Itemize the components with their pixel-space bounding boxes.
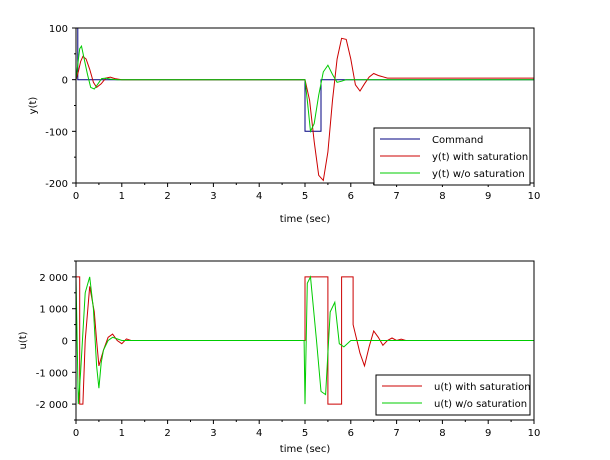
series-line-u-t-with-saturation xyxy=(76,276,534,405)
y-tick-label: 100 xyxy=(49,24,68,35)
x-tick-label: 2 xyxy=(164,191,170,202)
x-tick-label: 4 xyxy=(256,191,262,202)
y-tick-label: 2 000 xyxy=(39,273,68,284)
x-tick-label: 8 xyxy=(439,191,445,202)
y-tick-label: -2 000 xyxy=(36,400,68,411)
y-tick-label: 1 000 xyxy=(39,305,68,316)
y-tick-label: 0 xyxy=(62,76,68,87)
x-axis-label: time (sec) xyxy=(280,214,331,225)
y-plot-panel: 0 1 2 3 4 5 6 7 8 9 10 100 0 -100 -200 time (sec) y(t) Co… xyxy=(28,24,540,225)
y-axis-label: u(t) xyxy=(18,331,29,349)
legend-entry-label: Command xyxy=(432,135,483,146)
x-tick-label: 5 xyxy=(302,428,308,439)
legend-entry-label: u(t) w/o saturation xyxy=(434,399,527,410)
series-line-u-t-w-o-saturation xyxy=(76,275,534,405)
legend-entry-label: y(t) with saturation xyxy=(432,152,528,163)
x-tick-label: 7 xyxy=(393,428,399,439)
u-plot-panel: 0 1 2 3 4 5 6 7 8 9 10 2 000 1 000 0 -1 000 -2 000 time … xyxy=(18,260,541,455)
x-tick-label: 3 xyxy=(210,428,216,439)
legend-entry-label: y(t) w/o saturation xyxy=(432,169,525,180)
legend: u(t) with saturation u(t) w/o saturation xyxy=(375,374,531,416)
x-tick-label: 7 xyxy=(393,191,399,202)
x-tick-label: 1 xyxy=(119,428,125,439)
x-tick-label: 0 xyxy=(73,428,79,439)
y-tick-label: 0 xyxy=(62,337,68,348)
x-axis-label: time (sec) xyxy=(280,444,331,455)
x-tick-label: 9 xyxy=(485,191,491,202)
x-tick-label: 5 xyxy=(302,191,308,202)
x-tick-label: 0 xyxy=(73,191,79,202)
y-tick-label: -100 xyxy=(45,127,68,138)
x-tick-label: 3 xyxy=(210,191,216,202)
legend: Command y(t) with saturation y(t) w/o satu… xyxy=(373,127,531,186)
x-tick-label: 6 xyxy=(348,191,354,202)
x-tick-label: 6 xyxy=(348,428,354,439)
series-group xyxy=(76,28,534,182)
legend-entry-label: u(t) with saturation xyxy=(434,382,531,393)
y-tick-label: -200 xyxy=(45,179,68,190)
legend-box xyxy=(375,374,531,416)
series-group xyxy=(76,275,534,405)
y-tick-label: -1 000 xyxy=(36,368,68,379)
series-line-y-t-w-o-saturation xyxy=(76,44,534,134)
x-tick-label: 10 xyxy=(528,191,541,202)
x-tick-label: 9 xyxy=(485,428,491,439)
x-tick-label: 4 xyxy=(256,428,262,439)
series-line-y-t-with-saturation xyxy=(76,37,534,182)
x-tick-label: 2 xyxy=(164,428,170,439)
y-axis-label: y(t) xyxy=(28,97,39,115)
x-tick-label: 1 xyxy=(119,191,125,202)
x-tick-label: 10 xyxy=(528,428,541,439)
x-tick-label: 8 xyxy=(439,428,445,439)
